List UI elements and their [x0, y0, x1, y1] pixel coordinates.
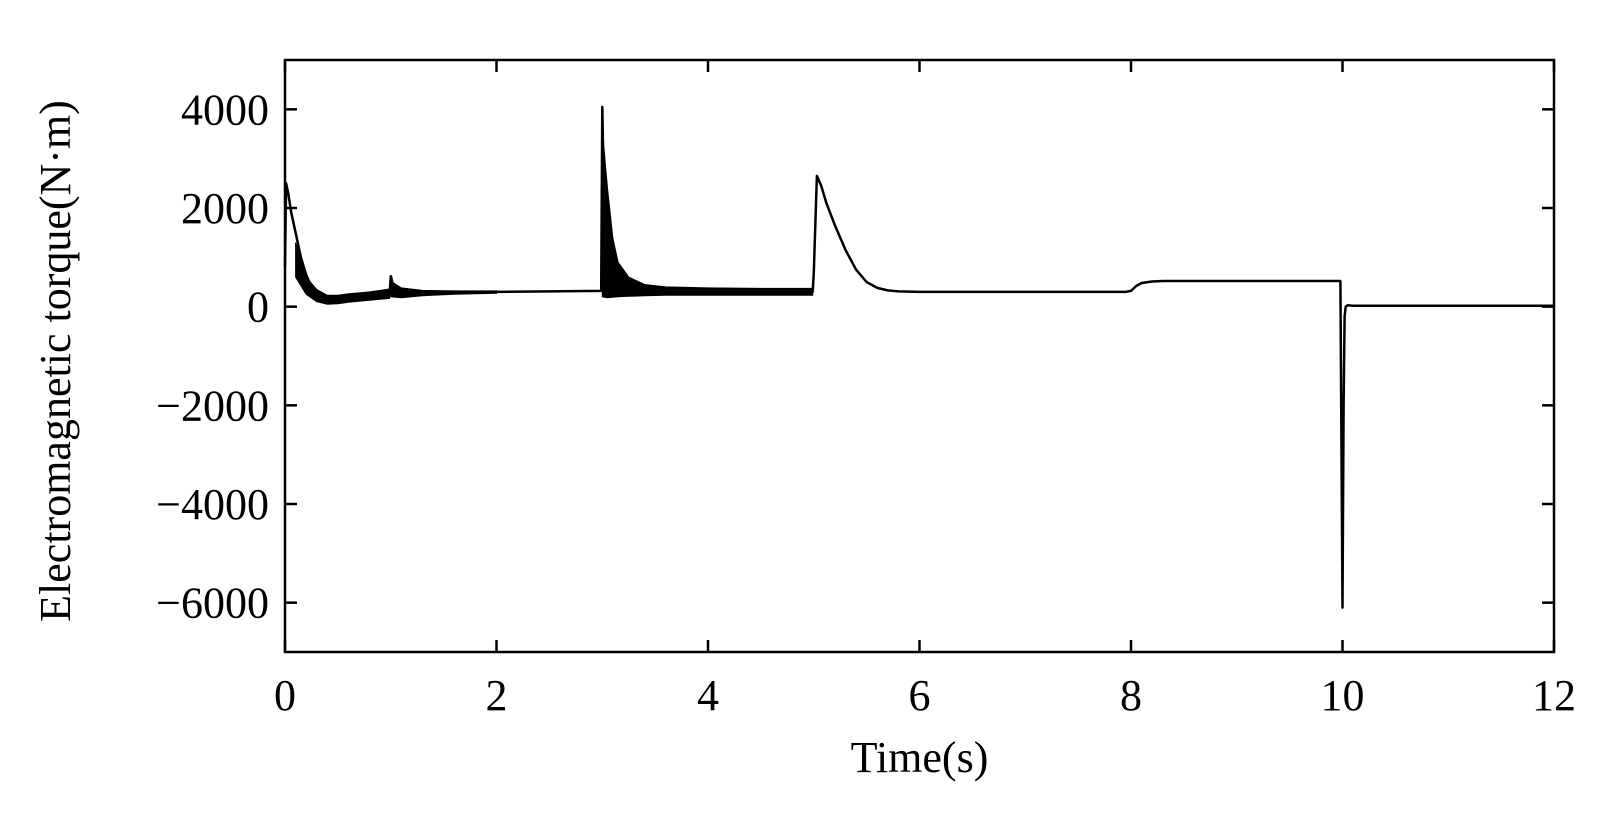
torque-ripple-band	[295, 242, 391, 305]
x-tick-label: 6	[909, 671, 931, 720]
plot-area	[283, 105, 1554, 609]
x-tick-label: 12	[1532, 671, 1576, 720]
x-tick-label: 8	[1120, 671, 1142, 720]
x-axis-label: Time(s)	[851, 733, 989, 782]
torque-series-line	[283, 105, 1554, 609]
x-tick-label: 4	[697, 671, 719, 720]
y-tick-label: −4000	[156, 480, 269, 529]
torque-ripple-band	[601, 129, 814, 299]
x-tick-label: 0	[274, 671, 296, 720]
y-tick-label: −6000	[156, 579, 269, 628]
x-tick-label: 10	[1321, 671, 1365, 720]
y-axis-label: Electromagnetic torque(N·m)	[31, 100, 80, 622]
x-tick-label: 2	[486, 671, 508, 720]
y-tick-label: 2000	[181, 184, 269, 233]
torque-ripple-band	[390, 280, 497, 299]
y-tick-label: −2000	[156, 381, 269, 430]
y-tick-label: 0	[247, 283, 269, 332]
axis-ticks: 0 2 4 6 8 10 12 4000 2000 0 −2000 −4000 −6000	[156, 60, 1576, 720]
y-tick-label: 4000	[181, 85, 269, 134]
plot-frame	[283, 58, 1556, 654]
